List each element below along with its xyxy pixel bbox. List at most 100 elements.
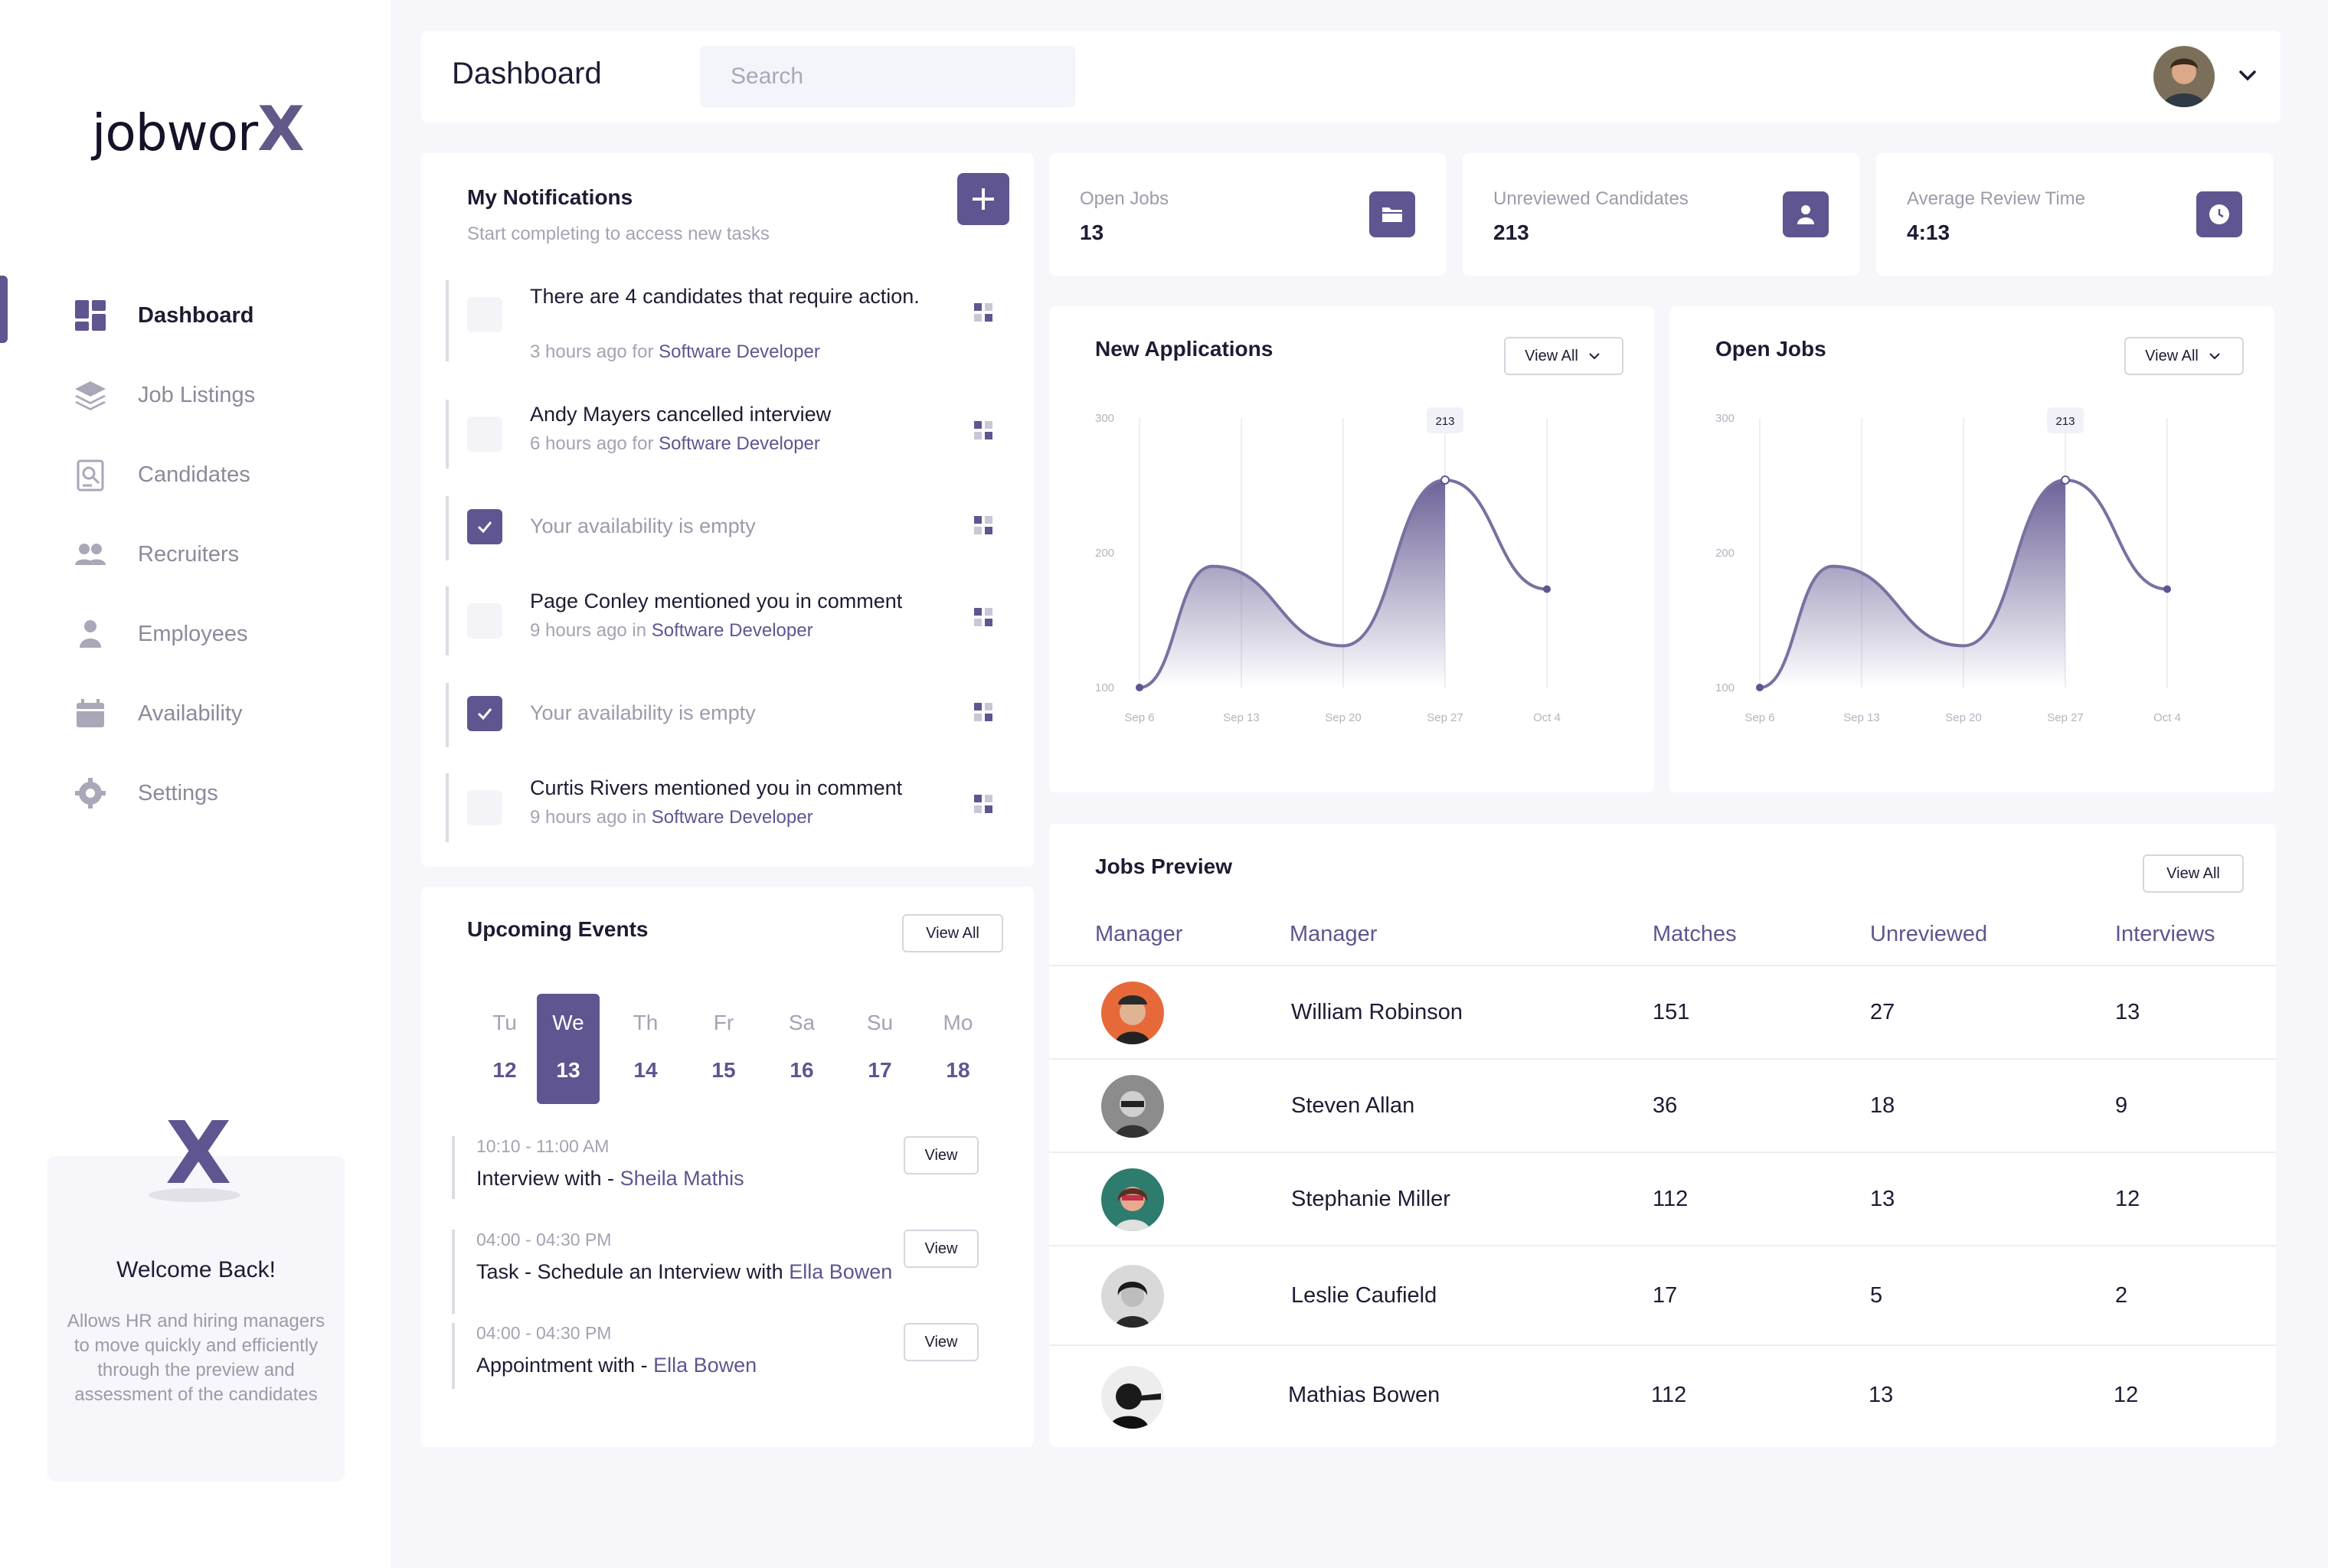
highlight-label: 213	[2055, 415, 2075, 428]
divider	[452, 1323, 455, 1389]
y-tick-label: 100	[1095, 681, 1114, 694]
sidebar-item-candidates[interactable]: Candidates	[74, 452, 365, 498]
series-line	[1139, 478, 1548, 689]
notification-checkbox-checked[interactable]	[467, 696, 502, 731]
event-title: Task - Schedule an Interview with Ella B…	[476, 1260, 893, 1283]
divider	[446, 683, 449, 747]
notification-text: Andy Mayers cancelled interview	[530, 403, 832, 426]
stat-label: Average Review Time	[1907, 188, 2085, 209]
highlight-point[interactable]	[1440, 475, 1450, 485]
unreviewed-value: 13	[1869, 1383, 1894, 1407]
y-tick-label: 200	[1715, 547, 1735, 560]
drag-handle-icon[interactable]	[974, 421, 994, 441]
unreviewed-value: 13	[1870, 1187, 1895, 1211]
notification-checkbox[interactable]	[467, 790, 502, 825]
column-header[interactable]: Interviews	[2115, 922, 2215, 946]
top-header: Dashboard	[421, 31, 2281, 122]
divider	[446, 496, 449, 560]
notification-job-link[interactable]: Software Developer	[659, 341, 820, 362]
notification-checkbox-checked[interactable]	[467, 509, 502, 544]
interviews-value: 13	[2115, 1000, 2140, 1024]
x-tick-label: Sep 13	[1223, 711, 1260, 724]
dashboard-icon	[74, 299, 107, 332]
column-header[interactable]: Unreviewed	[1870, 922, 1988, 946]
event-view-button[interactable]: View	[904, 1136, 979, 1174]
table-row[interactable]: Leslie Caufield 17 5 2	[1049, 1245, 2276, 1344]
event-view-button[interactable]: View	[904, 1323, 979, 1361]
drag-handle-icon[interactable]	[974, 703, 994, 723]
event-item: 04:00 - 04:30 PM Appointment with - Ella…	[452, 1323, 1003, 1389]
folder-icon	[1369, 191, 1415, 237]
calendar-day[interactable]: Su 17	[866, 1011, 894, 1082]
table-row[interactable]: William Robinson 151 27 13	[1049, 965, 2276, 1058]
sidebar-item-job-listings[interactable]: Job Listings	[74, 372, 365, 418]
notification-job-link[interactable]: Software Developer	[651, 620, 813, 641]
jobs-title: Jobs Preview	[1095, 854, 1232, 878]
add-button[interactable]	[957, 173, 1009, 225]
chart-view-all-button[interactable]: View All	[1504, 337, 1623, 375]
plus-icon	[973, 188, 994, 210]
y-tick-label: 300	[1095, 412, 1114, 425]
events-title: Upcoming Events	[467, 917, 649, 941]
sidebar-item-employees[interactable]: Employees	[74, 611, 365, 657]
drag-handle-icon[interactable]	[974, 303, 994, 323]
notification-checkbox[interactable]	[467, 297, 502, 332]
notification-job-link[interactable]: Software Developer	[659, 433, 820, 454]
event-view-button[interactable]: View	[904, 1230, 979, 1268]
column-header[interactable]: Manager	[1095, 922, 1183, 946]
event-title: Appointment with - Ella Bowen	[476, 1354, 757, 1377]
notification-checkbox[interactable]	[467, 603, 502, 639]
calendar-day[interactable]: Fr 15	[711, 1011, 736, 1082]
search-input[interactable]	[700, 46, 1075, 107]
calendar-day[interactable]: Sa 16	[788, 1011, 816, 1082]
matches-value: 112	[1651, 1383, 1687, 1407]
drag-handle-icon[interactable]	[974, 516, 994, 536]
drag-handle-icon[interactable]	[974, 795, 994, 815]
chevron-down-icon[interactable]	[2236, 64, 2259, 87]
data-point	[1756, 684, 1764, 691]
chart-view-all-button[interactable]: View All	[2124, 337, 2244, 375]
matches-value: 36	[1653, 1093, 1678, 1118]
table-row[interactable]: Mathias Bowen 112 13 12	[1049, 1344, 2276, 1446]
notification-text: Your availability is empty	[530, 514, 756, 537]
jobs-view-all-button[interactable]: View All	[2143, 854, 2244, 893]
sidebar-item-settings[interactable]: Settings	[74, 770, 365, 816]
y-tick-label: 300	[1715, 412, 1735, 425]
divider	[452, 1136, 455, 1199]
divider	[446, 400, 449, 469]
stat-label: Open Jobs	[1080, 188, 1169, 209]
column-header[interactable]: Matches	[1653, 922, 1737, 946]
calendar-day-selected[interactable]: We 13	[537, 994, 600, 1104]
table-row[interactable]: Steven Allan 36 18 9	[1049, 1058, 2276, 1152]
drag-handle-icon[interactable]	[974, 608, 994, 628]
avatar	[1101, 982, 1164, 1044]
notification-checkbox[interactable]	[467, 416, 502, 452]
gear-icon	[74, 776, 107, 810]
notification-meta: 9 hours ago in Software Developer	[530, 807, 813, 828]
divider	[446, 586, 449, 655]
table-row[interactable]: Stephanie Miller 112 13 12	[1049, 1152, 2276, 1245]
sidebar-item-availability[interactable]: Availability	[74, 691, 365, 737]
area-fill	[1760, 479, 2065, 688]
event-time: 04:00 - 04:30 PM	[476, 1230, 612, 1250]
sidebar-item-recruiters[interactable]: Recruiters	[74, 531, 365, 577]
welcome-title: Welcome Back!	[116, 1257, 276, 1282]
notification-meta: 3 hours ago for Software Developer	[530, 341, 820, 362]
sidebar-item-label: Candidates	[138, 462, 250, 487]
divider	[446, 773, 449, 842]
highlight-point[interactable]	[2061, 475, 2070, 485]
notification-job-link[interactable]: Software Developer	[651, 807, 813, 828]
matches-value: 151	[1653, 1000, 1690, 1024]
x-tick-label: Sep 6	[1124, 711, 1154, 724]
calendar-day[interactable]: Mo 18	[943, 1011, 973, 1082]
calendar-day[interactable]: Th 14	[633, 1011, 659, 1082]
calendar-day[interactable]: Tu 12	[492, 1011, 517, 1082]
stat-card-average-review-time: Average Review Time 4:13	[1876, 153, 2273, 276]
sidebar-item-dashboard[interactable]: Dashboard	[74, 292, 365, 338]
notification-item: Your availability is empty	[446, 496, 1012, 560]
column-header[interactable]: Manager	[1290, 922, 1378, 946]
avatar	[1101, 1366, 1164, 1429]
area-chart: 300 200 100 Sep 6 Sep 13 Sep 20 Sep 27 Oct 4 213	[1715, 407, 2181, 724]
user-avatar[interactable]	[2153, 46, 2215, 107]
events-view-all-button[interactable]: View All	[902, 914, 1003, 952]
